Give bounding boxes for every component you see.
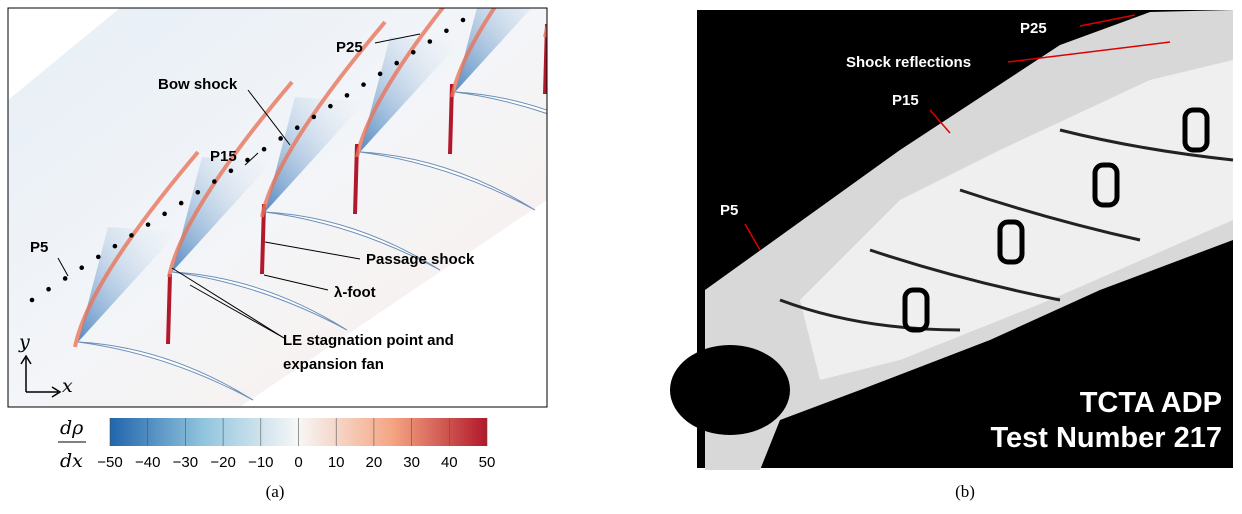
probe-dot [378, 72, 383, 77]
probe-dot [444, 28, 449, 33]
probe-dot [179, 201, 184, 206]
probe-dot [312, 115, 317, 120]
probe-dot [361, 82, 366, 87]
colorbar-tick-label: −30 [173, 454, 198, 471]
label: P15 [892, 92, 919, 109]
passage-shock [168, 274, 170, 344]
probe-dot [411, 50, 416, 55]
probe-dot [394, 61, 399, 66]
probe-dot [262, 147, 267, 152]
colorbar-label: dρ [60, 417, 84, 439]
label: λ-foot [334, 284, 376, 301]
colorbar-tick-label: −20 [210, 454, 235, 471]
probe-dot [229, 168, 234, 173]
colorbar-tick-label: 20 [366, 454, 383, 471]
probe-dot [212, 179, 217, 184]
axis-label: y [18, 331, 30, 353]
caption: (a) [266, 482, 285, 501]
probe-dot [278, 136, 283, 141]
probe-dot [195, 190, 200, 195]
label: TCTA ADP [1080, 387, 1222, 419]
colorbar-tick-label: −10 [248, 454, 273, 471]
label: Bow shock [158, 76, 238, 93]
blade [548, 32, 723, 90]
colorbar-tick-label: 50 [479, 454, 496, 471]
label: Passage shock [366, 251, 475, 268]
probe-dot [428, 39, 433, 44]
label: P5 [720, 202, 738, 219]
axis-label: x [62, 375, 73, 397]
colorbar-tick-label: 30 [403, 454, 420, 471]
label: P25 [1020, 20, 1047, 37]
label: expansion fan [283, 356, 384, 373]
probe-dot [30, 298, 35, 303]
probe-dot [295, 125, 300, 130]
probe-dot [146, 222, 151, 227]
probe-dot [162, 212, 167, 217]
label: P15 [210, 148, 237, 165]
probe-dot [46, 287, 51, 292]
label: P5 [30, 239, 48, 256]
colorbar-tick-label: −40 [135, 454, 160, 471]
label: LE stagnation point and [283, 332, 454, 349]
probe-dot [79, 265, 84, 270]
passage-shock [638, 0, 640, 34]
blue-wedge [548, 0, 648, 32]
label: Test Number 217 [990, 422, 1222, 454]
probe-dot [345, 93, 350, 98]
colorbar-tick-label: 0 [294, 454, 302, 471]
probe-dot [461, 18, 466, 23]
colorbar-label: dx [60, 450, 83, 472]
label: Shock reflections [846, 54, 971, 71]
colorbar-tick-label: −50 [97, 454, 122, 471]
probe-dot [96, 255, 101, 260]
bow-shock [545, 0, 668, 37]
caption: (b) [955, 482, 975, 501]
colorbar-tick-label: 10 [328, 454, 345, 471]
probe-dot [113, 244, 118, 249]
probe-dot [129, 233, 134, 238]
probe-dot [328, 104, 333, 109]
figure: P5 P15 P25 Bow shock Passage shock λ-foo… [0, 0, 1242, 514]
colorbar-tick-label: 40 [441, 454, 458, 471]
label: P25 [336, 39, 363, 56]
page: {"figure": { "panel_a": { "annotations":… [0, 0, 1242, 514]
probe-dot [63, 276, 68, 281]
